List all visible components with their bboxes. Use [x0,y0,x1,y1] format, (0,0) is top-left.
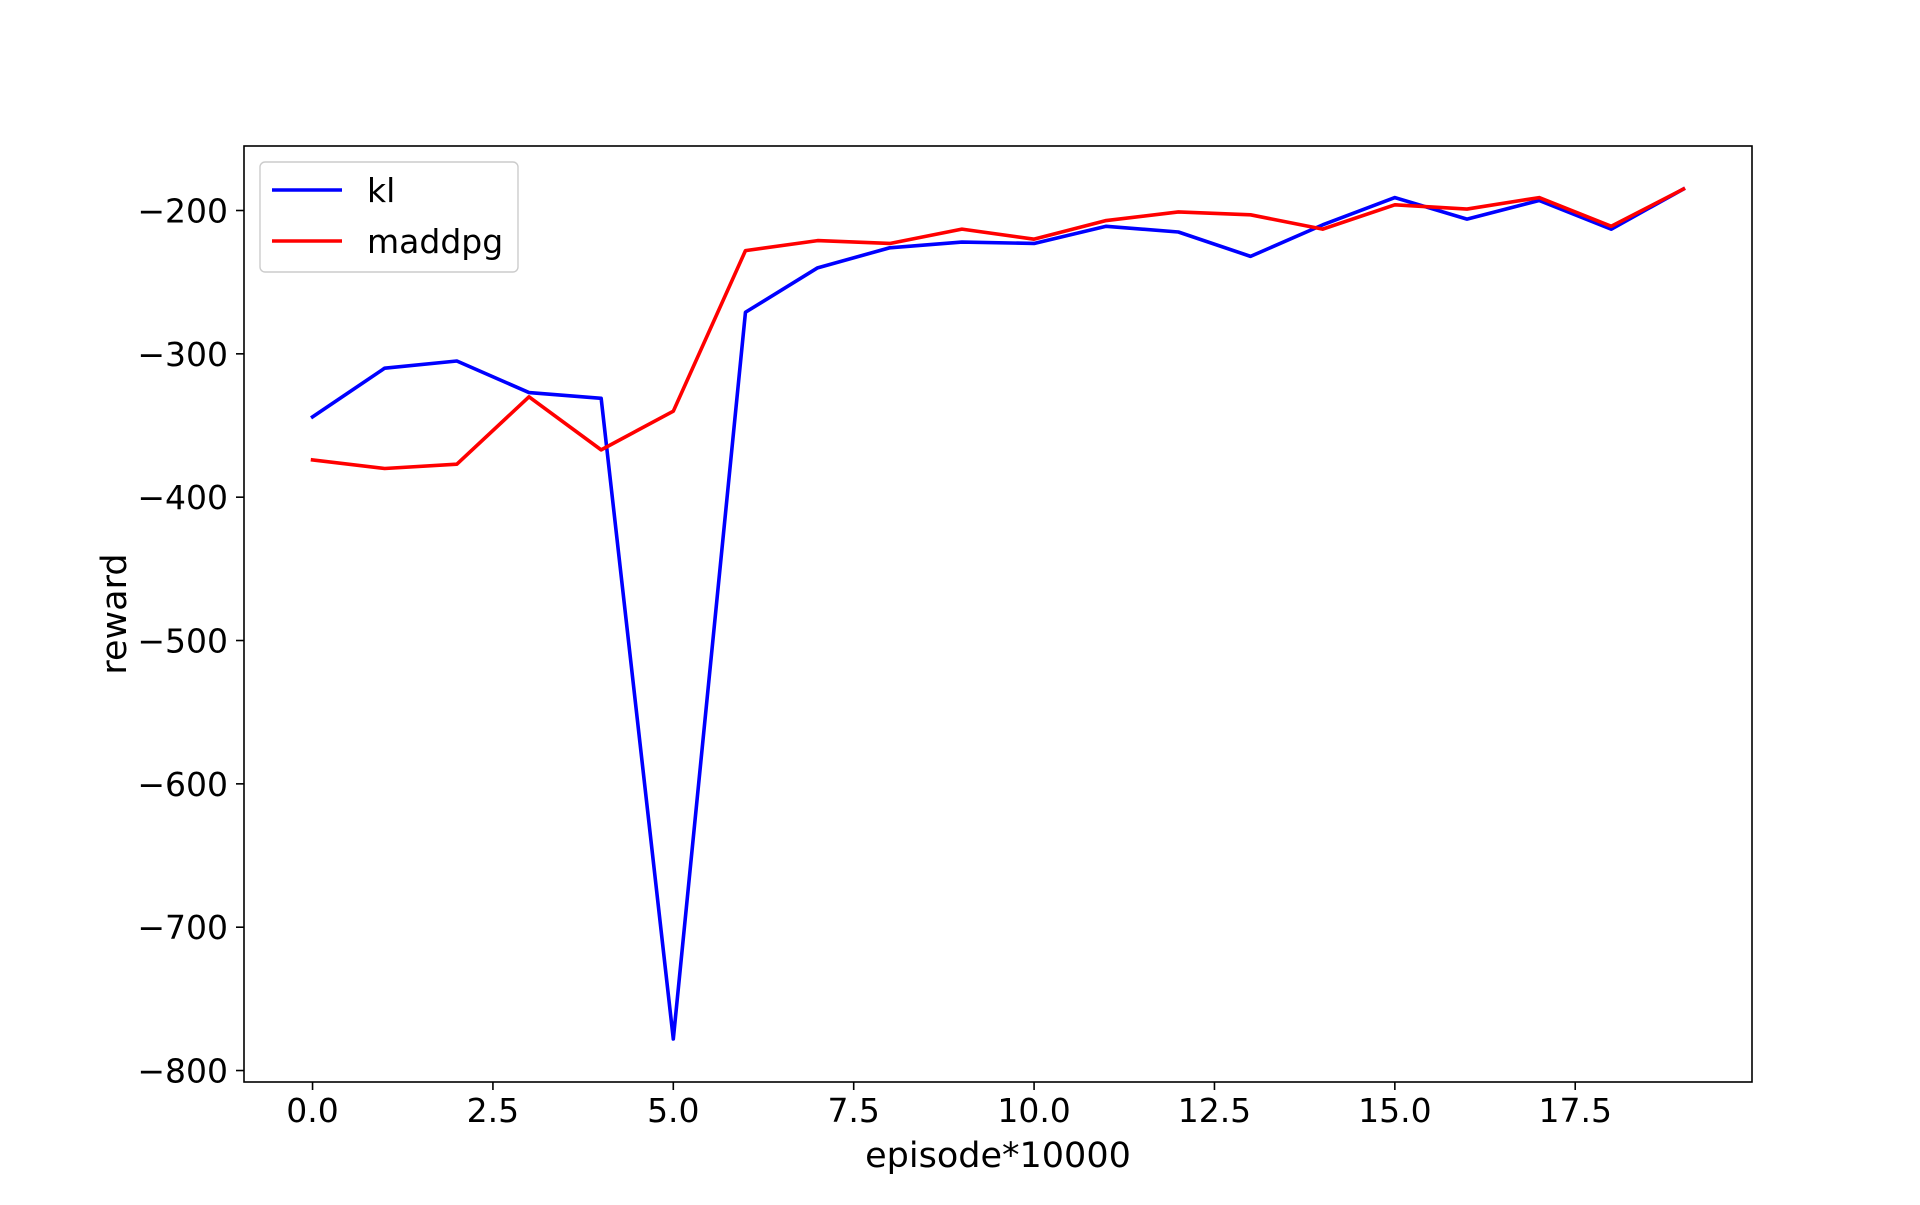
y-tick-label: −400 [137,478,228,517]
y-tick-label: −200 [137,192,228,231]
series-line-kl [310,186,1686,1041]
x-tick-label: 5.0 [647,1091,699,1130]
plot-frame [243,145,1753,1083]
y-tick-label: −300 [137,335,228,374]
x-axis-label: episode*10000 [865,1136,1131,1176]
x-tick-label: 17.5 [1538,1091,1611,1130]
x-tick-label: 10.0 [997,1091,1070,1130]
x-tick-label: 12.5 [1178,1091,1251,1130]
x-tick-label: 15.0 [1358,1091,1431,1130]
x-tick-label: 7.5 [827,1091,879,1130]
legend-label-kl: kl [367,171,395,210]
y-axis-label: reward [95,553,135,674]
legend: kl maddpg [259,161,519,273]
series-layer [310,186,1686,1041]
y-tick-label: −800 [137,1052,228,1091]
x-tick-label: 0.0 [286,1091,338,1130]
legend-label-maddpg: maddpg [367,222,503,261]
series-line-maddpg [310,186,1686,471]
y-tick-label: −700 [137,908,228,947]
y-axis: −200 −300 −400 −500 −600 −700 −800 [137,192,244,1091]
x-tick-label: 2.5 [467,1091,519,1130]
x-axis: 0.0 2.5 5.0 7.5 10.0 12.5 15.0 17.5 [286,1082,1612,1130]
y-tick-label: −600 [137,765,228,804]
y-tick-label: −500 [137,622,228,661]
